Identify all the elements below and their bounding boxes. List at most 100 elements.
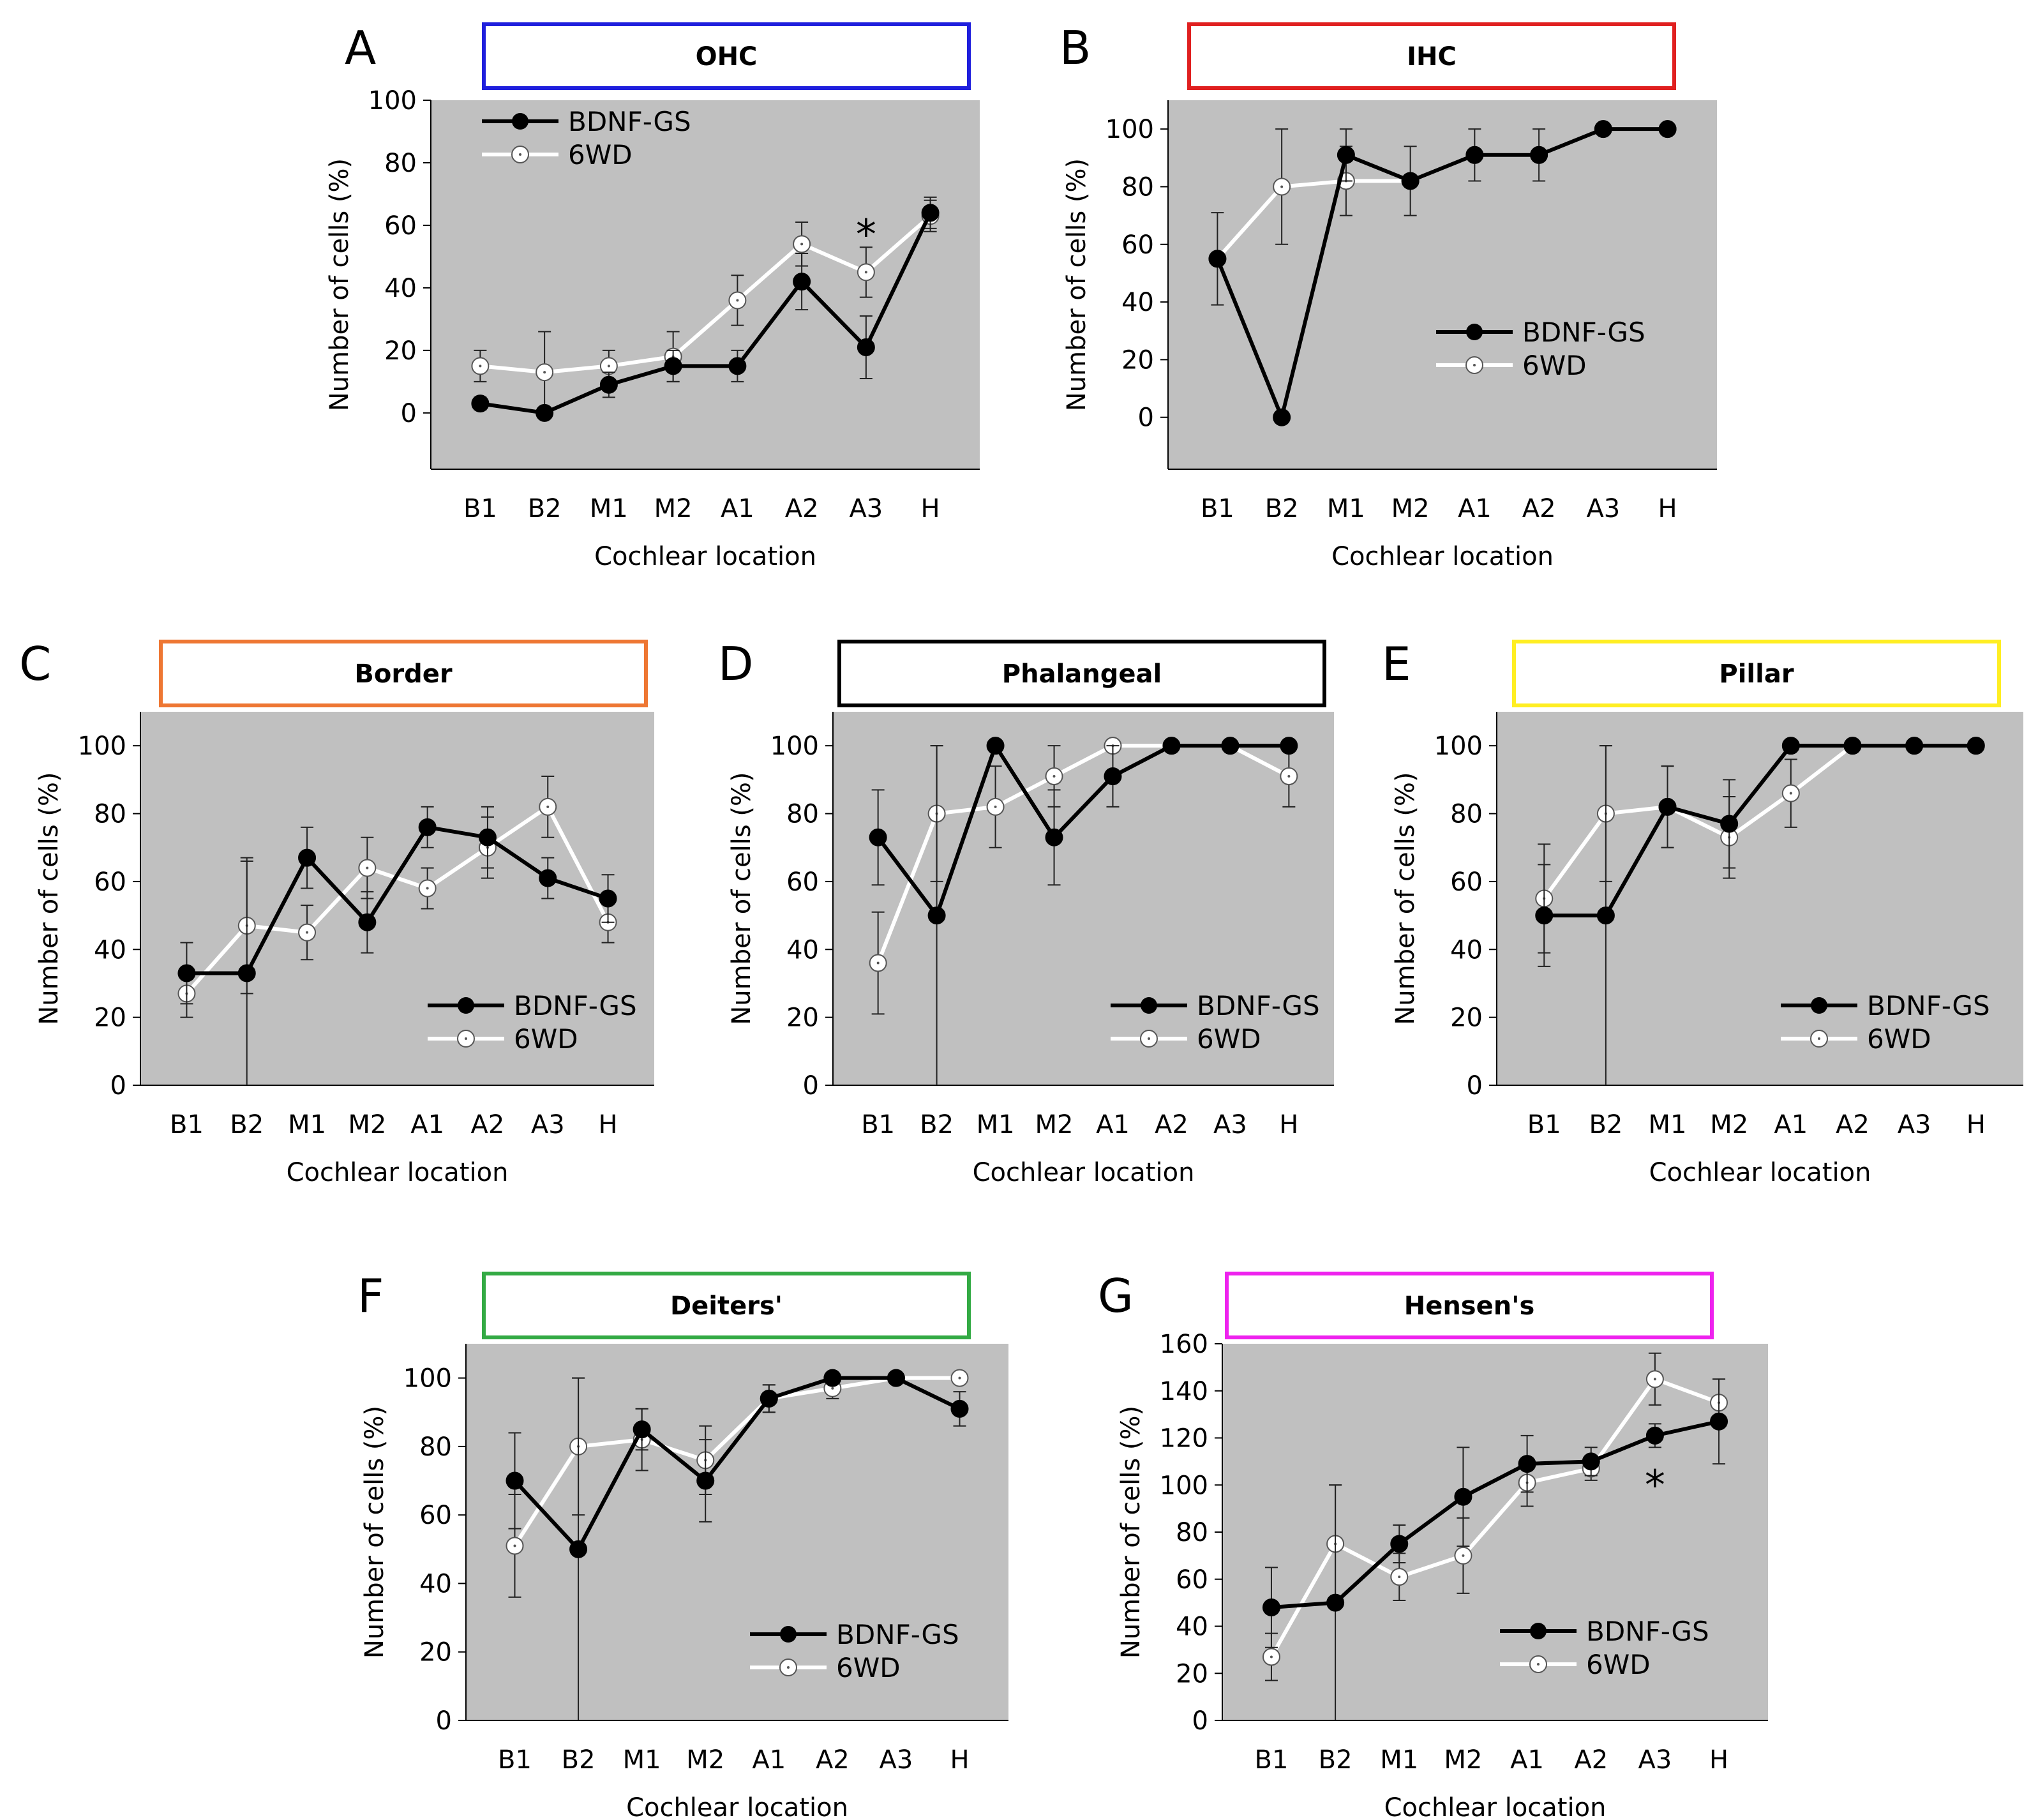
x-tick-label: M1 xyxy=(977,1110,1015,1139)
data-point xyxy=(1645,1426,1664,1445)
y-tick-label: 60 xyxy=(419,1501,452,1530)
data-point xyxy=(1594,120,1612,139)
y-tick-label: 60 xyxy=(94,868,126,897)
x-axis-label: Cochlear location xyxy=(973,1158,1195,1187)
data-point xyxy=(1905,737,1924,755)
data-point-dot xyxy=(1287,775,1291,778)
y-axis-label: Number of cells (%) xyxy=(1116,1406,1146,1658)
x-tick-label: A2 xyxy=(471,1110,505,1139)
significance-marker: * xyxy=(1645,1462,1665,1509)
y-tick-label: 60 xyxy=(1121,230,1154,260)
y-tick-label: 0 xyxy=(1192,1706,1208,1736)
legend-marker xyxy=(458,997,474,1014)
data-point-dot xyxy=(479,365,482,368)
data-point xyxy=(1104,767,1122,786)
legend-marker xyxy=(780,1626,797,1643)
y-tick-label: 0 xyxy=(436,1706,452,1736)
chart-title: Border xyxy=(354,659,452,689)
data-point xyxy=(1720,815,1739,833)
y-tick-label: 0 xyxy=(803,1071,819,1101)
x-tick-label: A2 xyxy=(816,1745,850,1775)
data-point xyxy=(177,964,196,982)
y-tick-label: 60 xyxy=(1176,1565,1208,1595)
x-tick-label: M2 xyxy=(654,494,693,523)
y-tick-label: 80 xyxy=(419,1433,452,1462)
plot-area xyxy=(1497,712,2023,1085)
legend-marker xyxy=(1141,997,1157,1014)
x-tick-label: A1 xyxy=(1510,1745,1544,1775)
title-box xyxy=(1187,22,1676,90)
data-point xyxy=(1518,1455,1536,1473)
y-tick-label: 80 xyxy=(94,800,126,829)
plot-area xyxy=(140,712,654,1085)
x-tick-label: M1 xyxy=(1380,1745,1418,1775)
legend-label: 6WD xyxy=(1867,1023,1931,1055)
data-point xyxy=(927,906,946,925)
title-box xyxy=(482,22,971,90)
data-point xyxy=(869,828,887,846)
y-axis-label: Number of cells (%) xyxy=(360,1406,389,1658)
chart-panel-c: C Border 0 20 40 60 80 100 B1 B2 M1 M2 A1 A2 A3 H Cochle… xyxy=(19,637,654,1187)
plot-area xyxy=(833,712,1334,1085)
legend-marker xyxy=(1466,324,1483,340)
title-box xyxy=(159,640,648,707)
x-tick-label: B1 xyxy=(1527,1110,1561,1139)
data-point xyxy=(1710,1412,1728,1431)
data-point-dot xyxy=(306,931,309,934)
y-tick-label: 80 xyxy=(786,800,819,829)
y-tick-label: 100 xyxy=(1105,115,1154,144)
data-point-dot xyxy=(876,961,880,965)
data-point xyxy=(1045,828,1063,846)
title-box xyxy=(482,1272,971,1339)
x-tick-label: H xyxy=(1658,494,1677,523)
data-point xyxy=(950,1399,969,1418)
data-point xyxy=(696,1471,715,1490)
data-point xyxy=(1465,146,1484,164)
y-tick-label: 20 xyxy=(1176,1659,1208,1688)
legend-label: 6WD xyxy=(514,1023,578,1055)
panel-letter: E xyxy=(1382,637,1411,691)
x-tick-label: B2 xyxy=(920,1110,954,1139)
x-tick-label: B2 xyxy=(1319,1745,1352,1775)
y-tick-label: 80 xyxy=(384,149,417,178)
y-axis-label: Number of cells (%) xyxy=(1062,158,1091,411)
significance-marker: * xyxy=(856,212,876,259)
chart-panel-f: F Deiters' 0 20 40 60 80 100 B1 B2 M1 M2 A1 A2 A3 H Coch… xyxy=(357,1269,1008,1820)
data-point xyxy=(760,1389,778,1408)
x-tick-label: M2 xyxy=(1444,1745,1482,1775)
data-point xyxy=(1596,906,1615,925)
x-tick-label: A1 xyxy=(410,1110,444,1139)
panel-letter: C xyxy=(19,637,51,691)
chart-panel-b: B IHC 0 20 40 60 80 100 B1 B2 M1 M2 A1 A2 A3 H Cochlear … xyxy=(1060,21,1717,571)
series-bdnf-gs xyxy=(1208,120,1677,426)
x-tick-label: A3 xyxy=(849,494,883,523)
plot-area xyxy=(1168,100,1717,469)
x-tick-label: A2 xyxy=(1155,1110,1188,1139)
data-point-dot xyxy=(994,805,997,808)
series-line xyxy=(186,825,609,975)
x-tick-label: H xyxy=(950,1745,969,1775)
chart-title: Deiters' xyxy=(670,1291,783,1321)
series-6wd xyxy=(1262,1352,1728,1681)
panel-letter: F xyxy=(357,1269,384,1323)
data-point xyxy=(539,869,557,887)
x-tick-label: M2 xyxy=(1035,1110,1074,1139)
y-tick-label: 40 xyxy=(419,1569,452,1598)
panel-letter: D xyxy=(718,637,753,691)
legend-marker-dot xyxy=(1818,1037,1820,1040)
data-point-dot xyxy=(513,1544,516,1547)
data-point xyxy=(506,1471,524,1490)
y-tick-label: 80 xyxy=(1176,1518,1208,1547)
y-tick-label: 100 xyxy=(368,86,417,116)
y-tick-label: 100 xyxy=(403,1364,452,1394)
x-tick-label: B1 xyxy=(1255,1745,1289,1775)
chart-title: Hensen's xyxy=(1404,1291,1535,1321)
y-tick-label: 80 xyxy=(1450,800,1483,829)
series-bdnf-gs xyxy=(177,806,617,1085)
data-point xyxy=(1530,146,1548,164)
data-point xyxy=(1390,1535,1409,1553)
data-point xyxy=(1658,797,1677,816)
x-axis-label: Cochlear location xyxy=(626,1793,848,1820)
data-point xyxy=(823,1369,842,1387)
